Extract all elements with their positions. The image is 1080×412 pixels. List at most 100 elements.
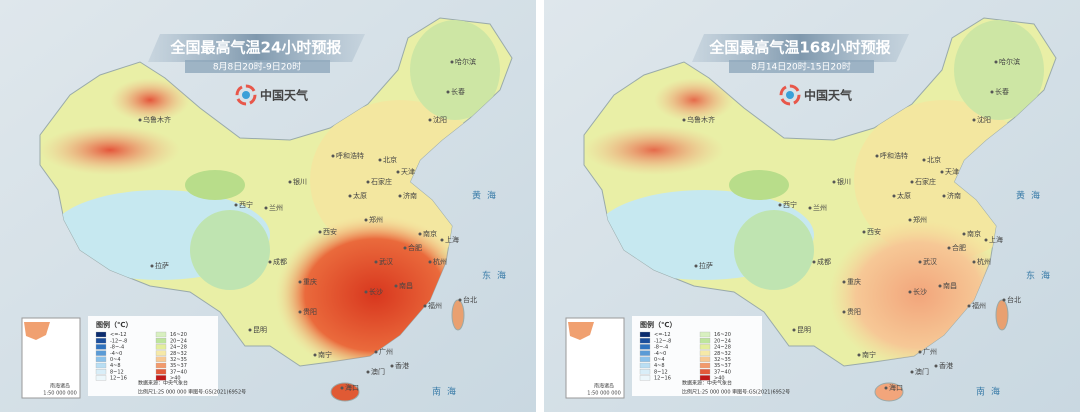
- city-label: 太原: [897, 191, 911, 200]
- legend-swatch: [95, 375, 107, 381]
- legend-swatch: [639, 356, 651, 362]
- legend-label: 28~32: [714, 351, 731, 357]
- legend-swatch: [95, 369, 107, 375]
- legend-swatch: [155, 344, 167, 350]
- city-dot: [875, 154, 879, 158]
- city-dot: [892, 194, 896, 198]
- city-label: 海口: [345, 383, 359, 392]
- legend-label: 8~12: [654, 369, 668, 375]
- city-dot: [340, 386, 344, 390]
- city-label: 北京: [927, 155, 941, 164]
- legend-label: 20~24: [714, 338, 731, 344]
- legend-swatch: [699, 350, 711, 356]
- city-dot: [884, 386, 888, 390]
- data-source: 数据来源：中央气象台: [682, 380, 732, 387]
- subtitle-bar: [185, 60, 330, 73]
- city-dot: [398, 194, 402, 198]
- city-dot: [331, 154, 335, 158]
- legend-label: 20~24: [170, 338, 187, 344]
- city-dot: [298, 310, 302, 314]
- city-label: 武汉: [379, 257, 393, 266]
- legend-swatch: [639, 331, 651, 338]
- legend-swatch: [699, 356, 711, 362]
- title-banner: [148, 34, 365, 62]
- legend-label: 0~4: [654, 357, 665, 363]
- city-dot: [428, 118, 432, 122]
- legend-box: [632, 316, 762, 396]
- legend-label: 37~40: [170, 369, 187, 375]
- city-label: 天津: [401, 168, 415, 176]
- legend-label: -8~-4: [110, 345, 124, 351]
- legend-swatch: [155, 362, 167, 369]
- legend-label: -4~0: [110, 351, 122, 357]
- city-dot: [940, 170, 944, 174]
- city-label: 长沙: [369, 287, 383, 296]
- legend-label: 37~40: [714, 369, 731, 375]
- legend-swatch: [699, 375, 711, 381]
- northeast-green: [410, 20, 500, 120]
- city-dot: [390, 364, 394, 368]
- legend-swatch: [95, 344, 107, 350]
- gobi-green: [185, 170, 245, 200]
- city-dot: [374, 260, 378, 264]
- city-dot: [942, 194, 946, 198]
- city-dot: [234, 203, 238, 207]
- legend-swatch: [155, 338, 167, 344]
- legend-swatch: [155, 350, 167, 356]
- city-dot: [918, 350, 922, 354]
- city-label: 澳门: [915, 367, 929, 376]
- legend-label: 4~8: [110, 363, 121, 369]
- taiwan: [451, 299, 465, 331]
- logo-icon-inner: [786, 91, 794, 99]
- city-dot: [394, 284, 398, 288]
- temperature-field: [40, 20, 500, 366]
- legend-label: -12~-8: [654, 338, 671, 344]
- city-label: 石家庄: [371, 177, 392, 186]
- city-dot: [972, 260, 976, 264]
- city-label: 兰州: [813, 203, 827, 212]
- city-label: 天津: [945, 168, 959, 176]
- city-label: 长春: [995, 87, 1009, 96]
- legend-title: 图例（℃）: [640, 320, 676, 329]
- subtitle-bar: [729, 60, 874, 73]
- city-label: 沈阳: [433, 115, 447, 124]
- city-dot: [403, 246, 407, 250]
- scale-note: 比例尺1:25 000 000 审图号:GS(2021)6952号: [682, 389, 790, 396]
- legend-label: 35~37: [170, 363, 187, 369]
- legend-label: >40: [170, 376, 181, 382]
- city-label: 台北: [463, 295, 477, 304]
- legend-swatch: [639, 344, 651, 350]
- city-label: 哈尔滨: [455, 57, 476, 66]
- map-subtitle: 8月8日20时-9日20时: [213, 61, 301, 73]
- city-label: 长沙: [913, 287, 927, 296]
- city-label: 广州: [923, 347, 937, 356]
- legend-swatch: [155, 369, 167, 375]
- city-label: 西安: [323, 227, 337, 236]
- legend-label: 4~8: [654, 363, 665, 369]
- city-dot: [288, 180, 292, 184]
- sea-label: 东海: [1026, 270, 1056, 282]
- city-label: 福州: [972, 301, 986, 310]
- legend-swatch: [639, 350, 651, 356]
- inset-coast: [24, 322, 50, 340]
- city-label: 成都: [817, 257, 831, 266]
- city-dot: [396, 170, 400, 174]
- city-label: 重庆: [847, 277, 861, 286]
- hainan: [330, 382, 360, 402]
- legend-label: 24~28: [170, 345, 187, 351]
- city-label: 济南: [947, 191, 961, 200]
- city-dot: [366, 370, 370, 374]
- city-dot: [318, 230, 322, 234]
- sea-label: 南海: [432, 386, 462, 398]
- legend-label: 32~35: [714, 357, 731, 363]
- sea-label: 黄海: [1016, 190, 1046, 202]
- data-source: 数据来源：中央气象台: [138, 380, 188, 387]
- city-dot: [962, 232, 966, 236]
- city-dot: [832, 180, 836, 184]
- city-dot: [910, 180, 914, 184]
- map-title: 全国最高气温24小时预报: [170, 39, 342, 57]
- plateau-edge: [190, 210, 270, 290]
- city-label: 拉萨: [155, 261, 169, 270]
- city-dot: [984, 238, 988, 242]
